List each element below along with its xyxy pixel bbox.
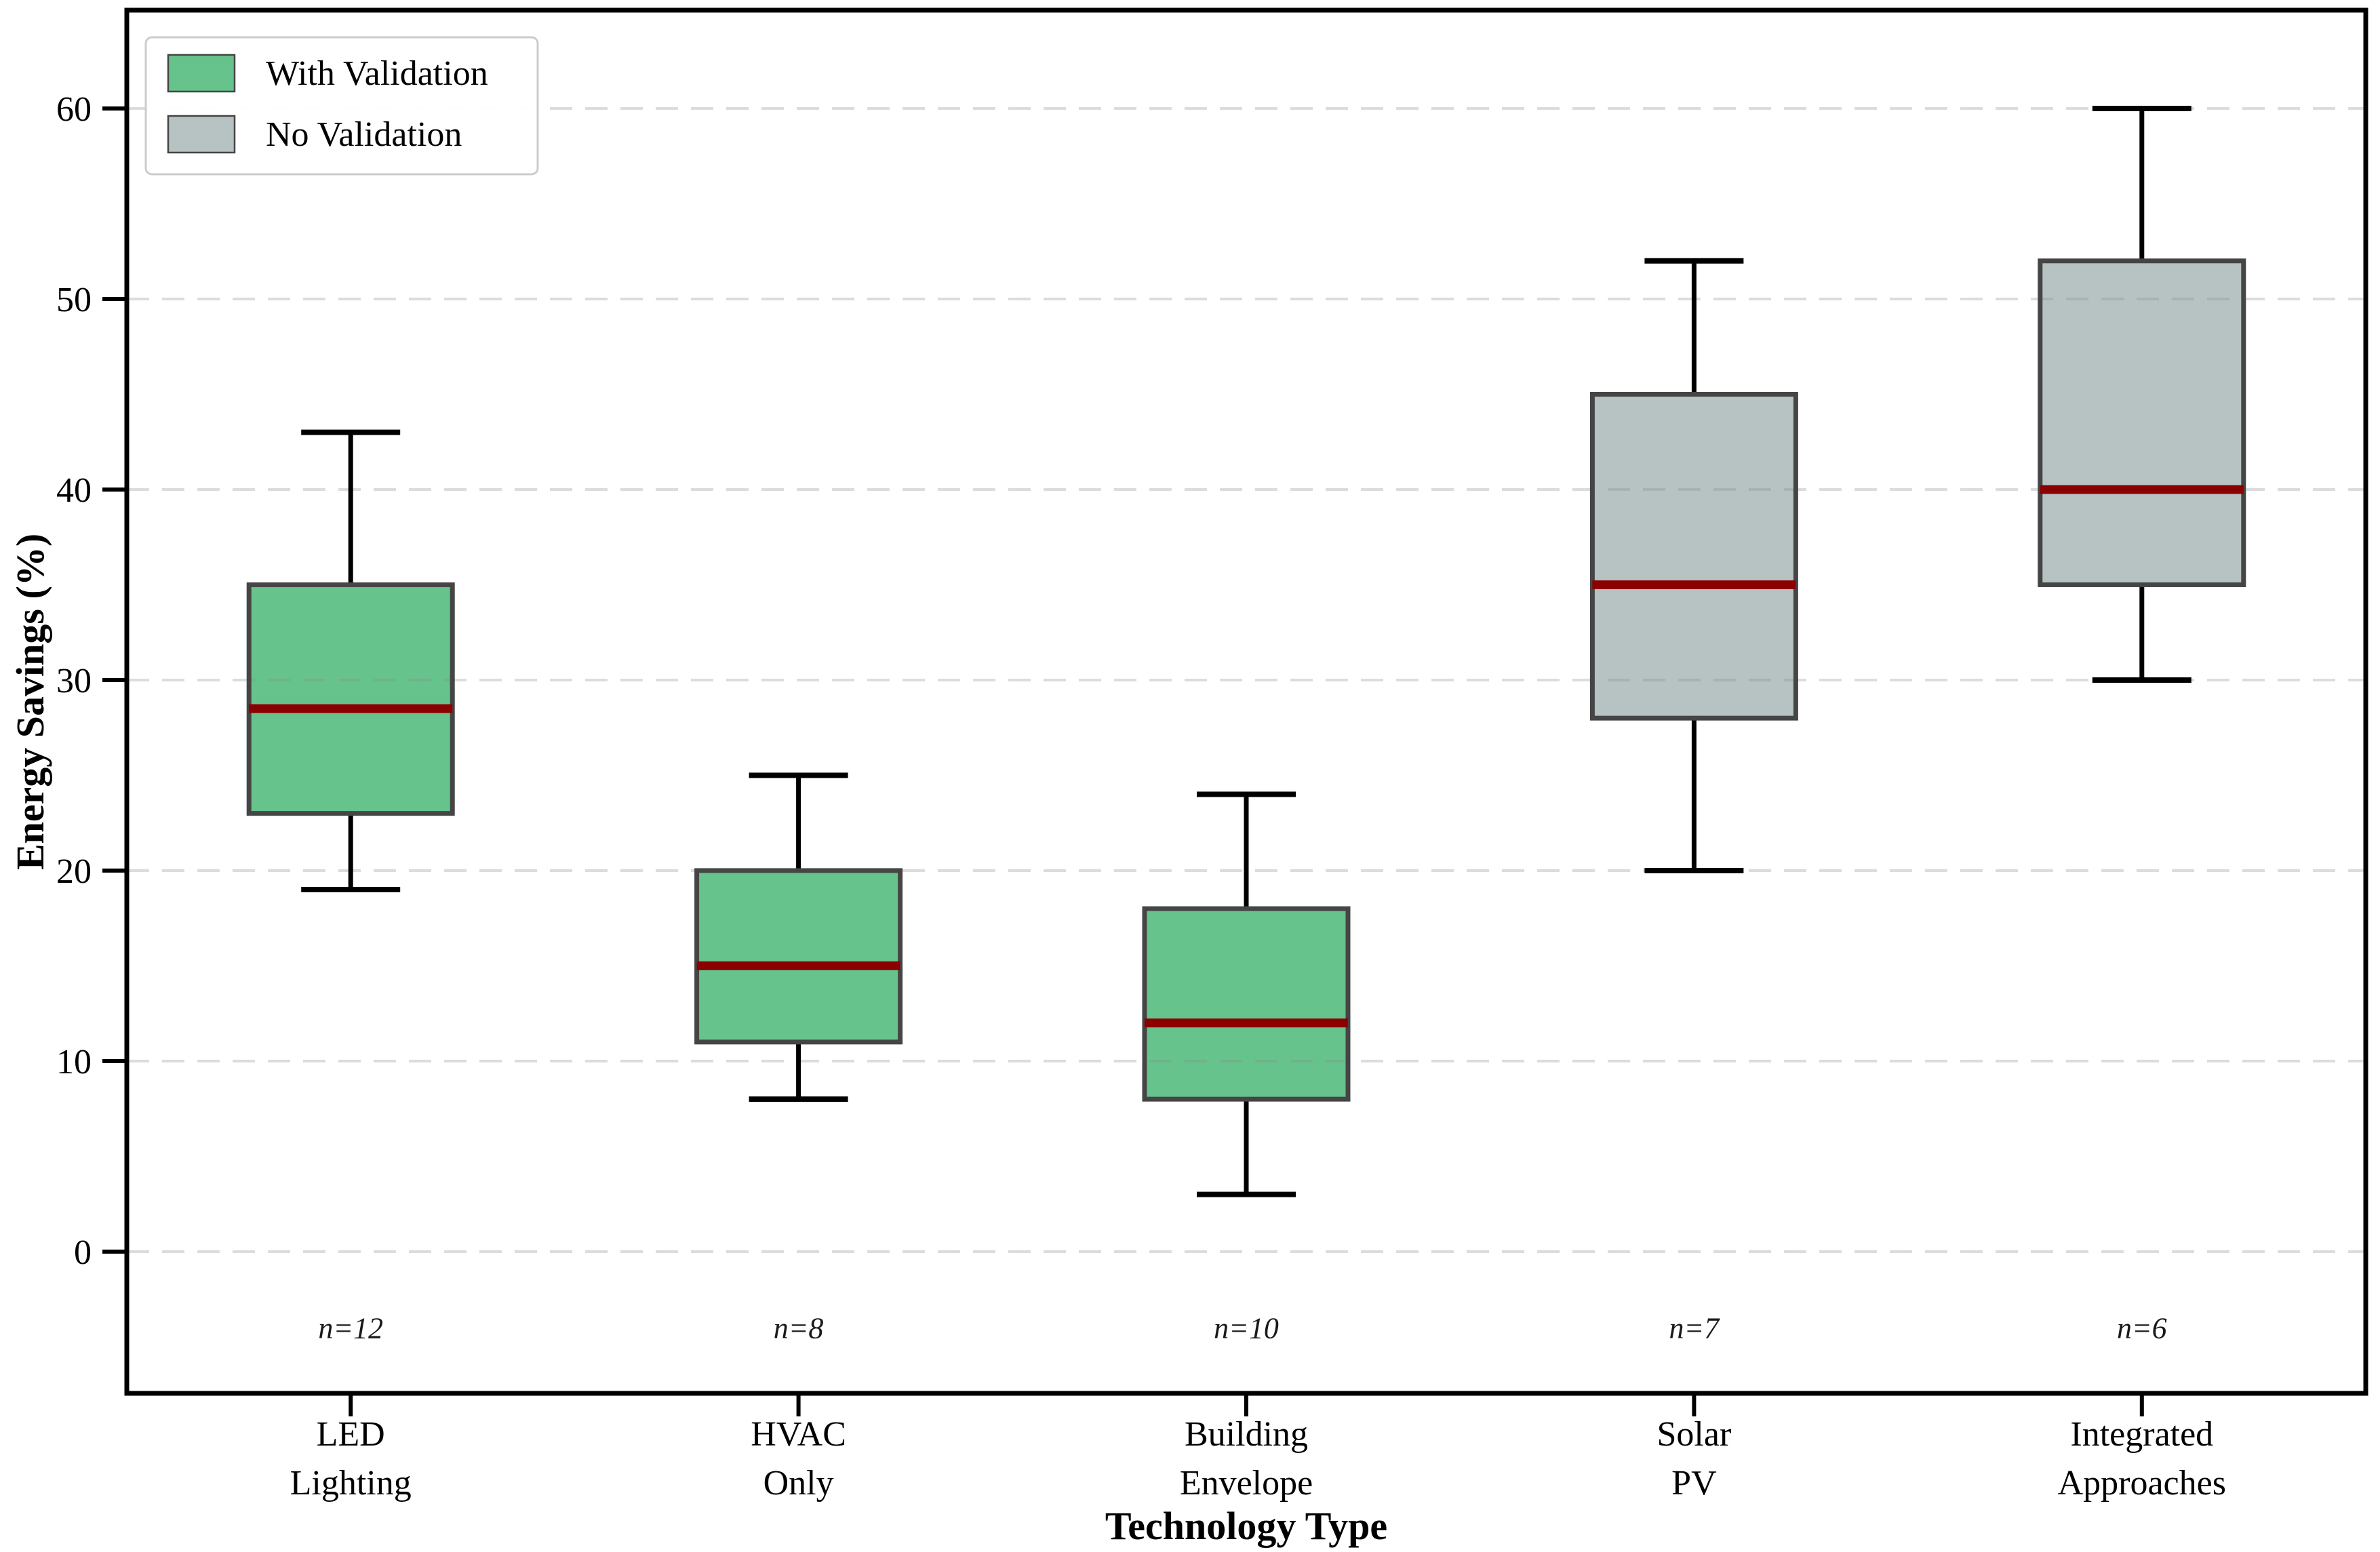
legend-label-with-validation: With Validation xyxy=(266,54,488,93)
sample-size-label-solar-pv: n=7 xyxy=(1669,1311,1721,1345)
y-tick-label-50: 50 xyxy=(56,281,92,319)
x-tick-label-integrated-approaches-line2: Approaches xyxy=(2058,1464,2226,1503)
integrated-approaches-box-edge xyxy=(2038,258,2246,587)
sample-size-label-led-lighting: n=12 xyxy=(318,1311,383,1345)
building-envelope-box-edge xyxy=(1142,906,1351,1102)
x-axis-title: Technology Type xyxy=(1105,1504,1387,1548)
x-tick-label-building-envelope-line2: Envelope xyxy=(1180,1464,1313,1503)
x-tick-label-solar-pv-line2: PV xyxy=(1671,1464,1716,1503)
legend-swatch-no-validation xyxy=(167,115,236,154)
legend: With Validation No Validation xyxy=(144,36,539,176)
x-tick-label-led-lighting-line1: LED xyxy=(317,1415,385,1454)
y-tick-label-40: 40 xyxy=(56,471,92,510)
building-envelope-box-fill xyxy=(1145,909,1348,1100)
x-tick-label-solar-pv-line1: Solar xyxy=(1657,1415,1732,1454)
led-lighting-box-edge xyxy=(246,582,455,816)
x-tick-label-building-envelope-line1: Building xyxy=(1185,1415,1308,1454)
x-tick-label-hvac-only-line1: HVAC xyxy=(751,1415,846,1454)
y-tick-label-30: 30 xyxy=(56,662,92,700)
legend-swatch-with-validation xyxy=(167,54,236,93)
solar-pv-box-fill xyxy=(1592,394,1796,719)
led-lighting-box-fill xyxy=(249,584,453,814)
y-tick-label-60: 60 xyxy=(56,90,92,129)
legend-label-no-validation: No Validation xyxy=(266,115,462,154)
x-tick-label-integrated-approaches-line1: Integrated xyxy=(2070,1415,2213,1454)
sample-size-label-hvac-only: n=8 xyxy=(774,1311,824,1345)
x-tick-label-led-lighting-line2: Lighting xyxy=(290,1464,412,1503)
y-tick-label-10: 10 xyxy=(56,1043,92,1081)
plot-area: 0 10 20 30 40 50 60 LED Lighting n=12 HVAC Only n=8 B… xyxy=(56,7,2368,1503)
hvac-only-box-edge xyxy=(694,868,903,1045)
y-axis-title: Energy Savings (%) xyxy=(8,534,52,870)
x-tick-label-hvac-only-line2: Only xyxy=(763,1464,834,1503)
sample-size-label-integrated-approaches: n=6 xyxy=(2117,1311,2167,1345)
y-tick-label-0: 0 xyxy=(74,1233,92,1272)
hvac-only-box-fill xyxy=(696,870,900,1042)
solar-pv-box-edge xyxy=(1589,391,1798,721)
sample-size-label-building-envelope: n=10 xyxy=(1214,1311,1279,1345)
legend-frame xyxy=(144,36,539,176)
y-tick-label-20: 20 xyxy=(56,852,92,891)
integrated-approaches-box-fill xyxy=(2040,260,2244,585)
